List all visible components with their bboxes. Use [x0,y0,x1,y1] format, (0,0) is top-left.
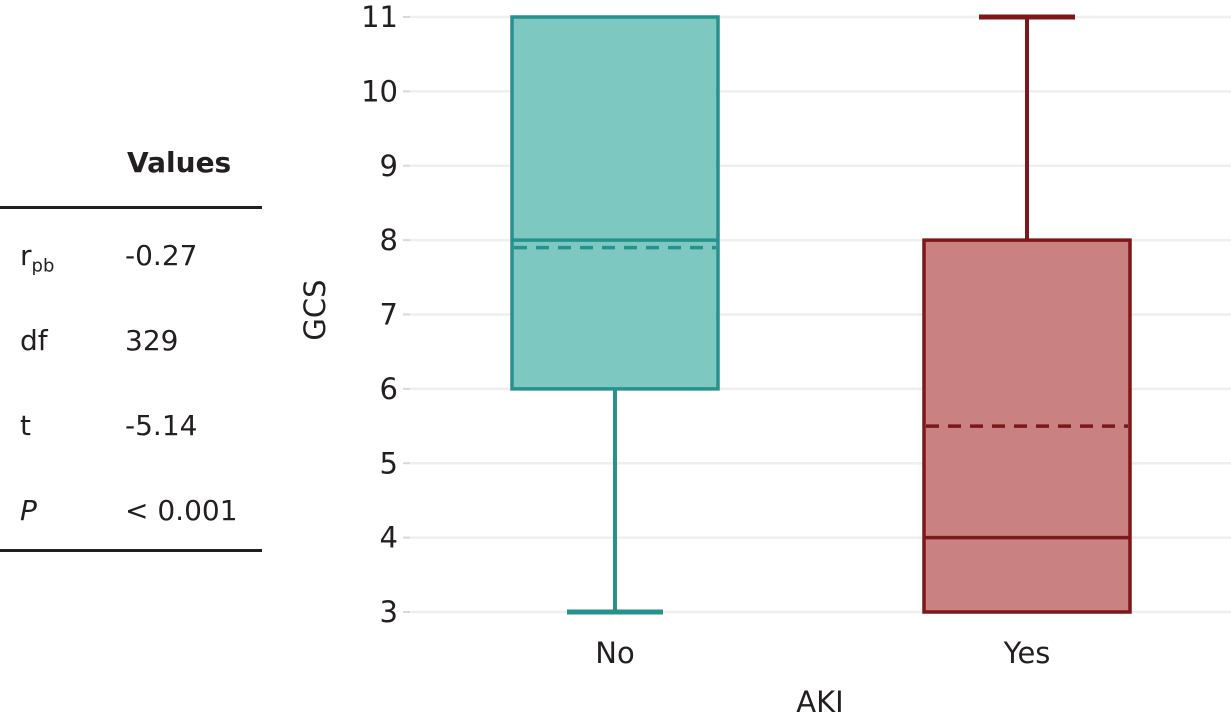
stat-value: < 0.001 [125,494,238,527]
stat-row-df: df 329 [0,321,262,361]
box-rect [510,15,720,391]
stat-row-p: P < 0.001 [0,491,262,531]
x-category-label: No [595,636,634,670]
box-series-yes [922,14,1132,614]
stats-table: Values rpb -0.27 df 329 t -5.14 P < 0.001 [0,0,262,719]
stats-table-header: Values [127,146,232,179]
stat-label: df [20,324,48,357]
y-tick-label: 11 [361,0,398,34]
y-axis-title: GCS [298,279,332,340]
y-tick-label: 6 [380,372,398,406]
y-tick-label: 5 [380,446,398,480]
stat-label: rpb [20,239,55,277]
stat-value: -5.14 [125,409,198,442]
table-rule-bottom [0,549,262,552]
stat-row-r: rpb -0.27 [0,236,262,276]
table-rule-top [0,206,262,209]
stat-row-t: t -5.14 [0,406,262,446]
y-tick-label: 10 [361,74,398,108]
stat-value: 329 [125,324,179,357]
box-series-no [510,15,720,615]
y-tick-label: 8 [380,223,398,257]
y-tick-label: 9 [380,149,398,183]
stat-label: t [20,409,31,442]
x-category-label: Yes [1003,636,1051,670]
stat-value: -0.27 [125,239,198,272]
y-tick-label: 7 [380,298,398,332]
stat-label: P [20,494,37,527]
y-tick-label: 3 [380,595,398,629]
x-axis-title: AKI [796,685,843,719]
y-tick-label: 4 [380,521,398,555]
